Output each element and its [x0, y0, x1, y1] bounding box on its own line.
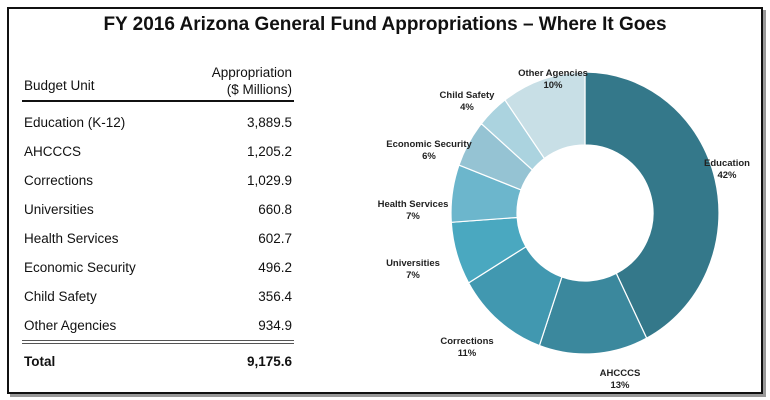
- table-row: Education (K-12) 3,889.5: [22, 108, 294, 137]
- slice-percent: 10%: [543, 80, 563, 91]
- table-row: AHCCCS 1,205.2: [22, 137, 294, 166]
- slice-category: Child Safety: [439, 90, 495, 101]
- donut-slice-education: [584, 71, 720, 340]
- table-row: Economic Security 496.2: [22, 253, 294, 282]
- slice-category: Corrections: [440, 336, 494, 347]
- slice-label: Economic Security 6%: [386, 139, 472, 163]
- table-row: Health Services 602.7: [22, 224, 294, 253]
- slice-percent: 4%: [460, 102, 474, 113]
- slice-category: Other Agencies: [518, 68, 588, 79]
- slice-label: Education 42%: [704, 158, 750, 182]
- slice-percent: 7%: [406, 270, 420, 281]
- row-amount: 356.4: [258, 289, 292, 304]
- row-unit: Education (K-12): [24, 115, 126, 130]
- row-amount: 1,205.2: [246, 144, 292, 159]
- slice-label: Universities 7%: [386, 258, 440, 282]
- slice-category: AHCCCS: [599, 368, 641, 379]
- table-row: Other Agencies 934.9: [22, 311, 294, 344]
- slice-percent: 11%: [457, 348, 477, 359]
- row-unit: Economic Security: [24, 260, 136, 275]
- row-amount: 934.9: [258, 318, 292, 333]
- slice-percent: 42%: [717, 170, 737, 181]
- table-body: Education (K-12) 3,889.5 AHCCCS 1,205.2 Corr…: [22, 102, 294, 344]
- table-row: Universities 660.8: [22, 195, 294, 224]
- slice-percent: 13%: [610, 380, 630, 391]
- table-header: Budget Unit Appropriation ($ Millions): [22, 64, 294, 102]
- total-label: Total: [24, 354, 56, 369]
- slice-category: Universities: [386, 258, 440, 269]
- row-unit: Child Safety: [24, 289, 97, 304]
- slice-label: AHCCCS 13%: [600, 368, 641, 392]
- row-amount: 602.7: [258, 231, 292, 246]
- row-amount: 660.8: [258, 202, 292, 217]
- slice-percent: 6%: [422, 151, 436, 162]
- slice-category: Health Services: [377, 199, 449, 210]
- table-row: Corrections 1,029.9: [22, 166, 294, 195]
- total-amount: 9,175.6: [246, 354, 292, 369]
- table-total-row: Total 9,175.6: [22, 346, 294, 378]
- row-amount: 496.2: [258, 260, 292, 275]
- row-unit: Corrections: [24, 173, 94, 188]
- slice-category: Economic Security: [386, 139, 472, 150]
- slice-label: Other Agencies 10%: [518, 68, 588, 92]
- row-unit: Health Services: [24, 231, 119, 246]
- header-budget-unit: Budget Unit: [24, 78, 95, 93]
- header-appropriation: Appropriation ($ Millions): [212, 64, 292, 98]
- header-line2: ($ Millions): [226, 82, 292, 97]
- appropriations-table: Budget Unit Appropriation ($ Millions) E…: [22, 64, 294, 378]
- row-unit: Universities: [24, 202, 94, 217]
- table-row: Child Safety 356.4: [22, 282, 294, 311]
- row-unit: AHCCCS: [24, 144, 82, 159]
- slice-percent: 7%: [406, 211, 420, 222]
- slice-label: Corrections 11%: [440, 336, 493, 360]
- header-line1: Appropriation: [211, 65, 292, 80]
- chart-title: FY 2016 Arizona General Fund Appropriati…: [103, 14, 667, 35]
- row-amount: 3,889.5: [246, 115, 292, 130]
- slice-label: Child Safety 4%: [440, 90, 495, 114]
- row-unit: Other Agencies: [24, 318, 117, 333]
- donut-slice-other-agencies: [504, 71, 586, 160]
- slice-category: Education: [704, 158, 750, 169]
- slice-label: Health Services 7%: [378, 199, 449, 223]
- row-amount: 1,029.9: [246, 173, 292, 188]
